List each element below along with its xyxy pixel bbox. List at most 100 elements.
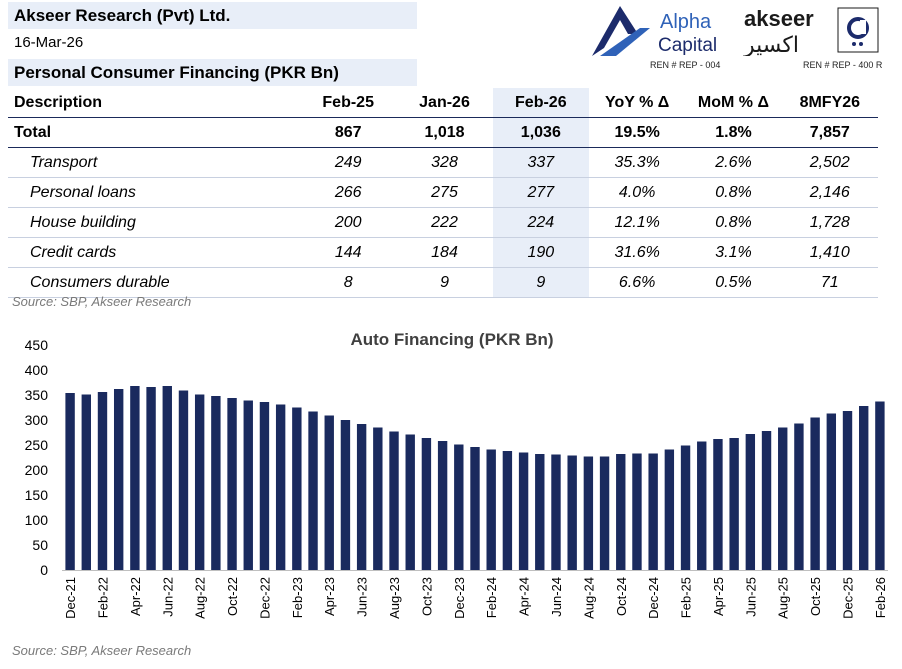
bar bbox=[518, 452, 529, 570]
alpha-word2: Capital bbox=[658, 35, 717, 56]
bar bbox=[340, 420, 351, 570]
bar bbox=[259, 402, 270, 570]
cell: 1.8% bbox=[685, 117, 782, 148]
cell: 9 bbox=[396, 267, 493, 298]
cell: 0.8% bbox=[685, 177, 782, 208]
table-row: House building 200 222 224 12.1% 0.8% 1,… bbox=[8, 207, 878, 238]
cell: 2,146 bbox=[781, 177, 878, 208]
bar bbox=[616, 454, 626, 570]
cell: 31.6% bbox=[588, 237, 686, 268]
x-tick-label: Feb-25 bbox=[679, 577, 694, 618]
bar bbox=[243, 400, 253, 570]
cell: Total bbox=[8, 117, 301, 148]
bar bbox=[842, 411, 853, 570]
bar bbox=[292, 407, 302, 570]
x-tick-label: Jun-24 bbox=[549, 577, 564, 617]
bar bbox=[697, 441, 707, 570]
bar bbox=[599, 456, 610, 570]
bar bbox=[308, 411, 318, 570]
cell: 19.5% bbox=[588, 117, 686, 148]
x-tick-label: Oct-24 bbox=[614, 577, 629, 616]
y-tick-label: 200 bbox=[25, 462, 49, 478]
table-source-note: Source: SBP, Akseer Research bbox=[12, 294, 192, 309]
bar bbox=[178, 390, 189, 570]
x-tick-label: Feb-23 bbox=[290, 577, 305, 618]
y-tick-label: 150 bbox=[25, 487, 49, 503]
bar bbox=[778, 427, 788, 570]
bar bbox=[551, 454, 561, 570]
bar bbox=[761, 431, 772, 570]
cell: 3.1% bbox=[685, 237, 782, 268]
cell: 71 bbox=[781, 267, 878, 298]
akseer-latin: akseer bbox=[744, 6, 814, 31]
bar bbox=[373, 427, 383, 570]
cell: 144 bbox=[300, 237, 397, 268]
y-axis: 0 50 100 150 200 250 300 350 400 450 bbox=[25, 337, 49, 578]
col-header-mom: MoM % Δ bbox=[685, 88, 782, 118]
y-tick-label: 450 bbox=[25, 337, 49, 353]
cell: Personal loans bbox=[8, 177, 301, 208]
y-tick-label: 250 bbox=[25, 437, 49, 453]
x-tick-label: Dec-21 bbox=[63, 577, 78, 619]
bar bbox=[810, 417, 820, 570]
bar bbox=[389, 431, 399, 570]
bar bbox=[454, 444, 464, 570]
bar bbox=[113, 389, 124, 570]
y-tick-label: 50 bbox=[32, 537, 48, 553]
table-row-total: Total 867 1,018 1,036 19.5% 1.8% 7,857 bbox=[8, 117, 878, 148]
table-row: Consumers durable 8 9 9 6.6% 0.5% 71 bbox=[8, 267, 878, 298]
bar bbox=[211, 396, 221, 570]
cell: House building bbox=[8, 207, 301, 238]
company-name: Akseer Research (Pvt) Ltd. bbox=[8, 2, 417, 29]
col-header-yoy: YoY % Δ bbox=[588, 88, 686, 118]
cell: 1,018 bbox=[396, 117, 493, 148]
x-tick-label: Dec-24 bbox=[646, 577, 661, 619]
x-tick-label: Oct-25 bbox=[808, 577, 823, 616]
alpha-registration: REN # REP - 004 bbox=[650, 60, 721, 70]
bar bbox=[794, 423, 804, 570]
x-tick-label: Apr-25 bbox=[711, 577, 726, 616]
bar bbox=[664, 449, 675, 570]
bar bbox=[535, 454, 545, 570]
y-tick-label: 350 bbox=[25, 387, 49, 403]
col-header-jan26: Jan-26 bbox=[396, 88, 493, 118]
x-tick-label: Jun-22 bbox=[160, 577, 175, 617]
bar bbox=[405, 434, 415, 570]
alpha-capital-logo: Alpha Capital bbox=[592, 6, 717, 56]
y-tick-label: 300 bbox=[25, 412, 49, 428]
cell: 1,410 bbox=[781, 237, 878, 268]
table-row: Credit cards 144 184 190 31.6% 3.1% 1,41… bbox=[8, 237, 878, 268]
bar bbox=[275, 404, 286, 570]
bar bbox=[146, 387, 156, 570]
cell: 867 bbox=[300, 117, 397, 148]
bar bbox=[97, 392, 108, 570]
bar bbox=[324, 415, 334, 570]
table-row: Personal loans 266 275 277 4.0% 0.8% 2,1… bbox=[8, 177, 878, 208]
x-tick-label: Aug-22 bbox=[193, 577, 208, 619]
x-tick-label: Aug-25 bbox=[776, 577, 791, 619]
cell: Transport bbox=[8, 147, 301, 178]
x-tick-label: Jun-23 bbox=[355, 577, 370, 617]
x-tick-label: Apr-24 bbox=[517, 577, 532, 616]
cell: 9 bbox=[492, 267, 589, 298]
cell: 1,728 bbox=[781, 207, 878, 238]
cell: Credit cards bbox=[8, 237, 301, 268]
y-tick-label: 0 bbox=[40, 562, 48, 578]
col-header-feb26: Feb-26 bbox=[492, 88, 589, 118]
bar bbox=[486, 449, 496, 570]
x-axis: Dec-21 Feb-22 Apr-22 Jun-22 Aug-22 Oct-22 Dec-… bbox=[63, 577, 888, 619]
cell: 277 bbox=[492, 177, 589, 208]
bar bbox=[713, 439, 723, 570]
bar bbox=[502, 451, 513, 570]
cell: Consumers durable bbox=[8, 267, 301, 298]
bar bbox=[194, 394, 205, 570]
cell: 190 bbox=[492, 237, 589, 268]
x-tick-label: Jun-25 bbox=[743, 577, 758, 617]
report-date: 16-Mar-26 bbox=[14, 34, 84, 51]
chart-title: Auto Financing (PKR Bn) bbox=[350, 330, 553, 349]
y-tick-label: 400 bbox=[25, 362, 49, 378]
x-tick-label: Oct-22 bbox=[225, 577, 240, 616]
bar bbox=[567, 455, 577, 570]
bar bbox=[227, 398, 237, 570]
bar bbox=[583, 456, 594, 570]
